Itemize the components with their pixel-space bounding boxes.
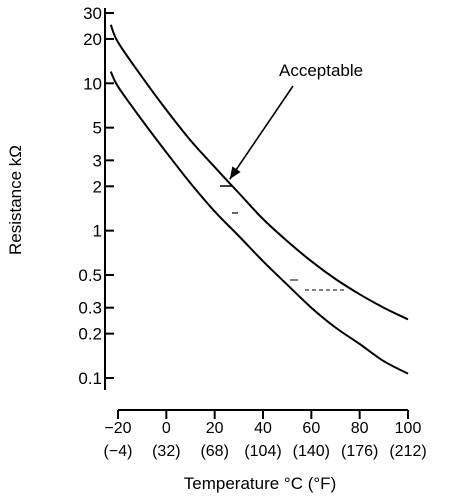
y-tick-label: 10	[83, 74, 102, 93]
upper-limit-curve	[109, 24, 409, 321]
y-tick-label: 3	[93, 151, 102, 170]
x-tick-label: 100	[395, 420, 422, 437]
x-tick-label: 80	[351, 420, 369, 437]
y-axis-label: Resistance kΩ	[6, 145, 25, 255]
y-ticks: 0.1 0.2 0.3 0.5 1 2 3 5 10 20 30	[78, 4, 114, 388]
x-tick-label: 0	[162, 420, 171, 437]
annotation-arrow	[229, 85, 294, 180]
x-tick-label: 20	[206, 420, 224, 437]
x-tick-label-fahrenheit: (68)	[200, 443, 228, 460]
x-tick-label: 40	[254, 420, 272, 437]
annotation-arrowhead	[229, 166, 241, 180]
y-tick-label: 5	[93, 119, 102, 138]
lower-limit-curve	[109, 71, 409, 375]
x-axis-label: Temperature °C (°F)	[184, 474, 336, 493]
y-tick-label: 0.2	[78, 325, 102, 344]
annotation-label: Acceptable	[279, 61, 363, 80]
x-ticks: −20 (−4) 0 (32) 20 (68) 40 (104) 60 (140) 80 (176) 1…	[104, 410, 427, 460]
x-tick-label: 60	[302, 420, 320, 437]
y-tick-label: 1	[93, 222, 102, 241]
curves	[109, 24, 409, 375]
annotation: Acceptable	[229, 61, 363, 180]
y-tick-label: 0.1	[78, 369, 102, 388]
x-tick-label-fahrenheit: (32)	[152, 443, 180, 460]
x-tick-label-fahrenheit: (140)	[293, 443, 330, 460]
x-tick-label-fahrenheit: (−4)	[104, 443, 133, 460]
x-tick-label-fahrenheit: (104)	[244, 443, 281, 460]
x-tick-label-fahrenheit: (176)	[341, 443, 378, 460]
y-tick-label: 20	[83, 30, 102, 49]
y-tick-label: 0.5	[78, 266, 102, 285]
x-tick-label: −20	[104, 420, 131, 437]
y-tick-label: 0.3	[78, 299, 102, 318]
y-tick-label: 30	[83, 4, 102, 23]
y-tick-label: 2	[93, 177, 102, 196]
x-tick-label-fahrenheit: (212)	[389, 443, 426, 460]
